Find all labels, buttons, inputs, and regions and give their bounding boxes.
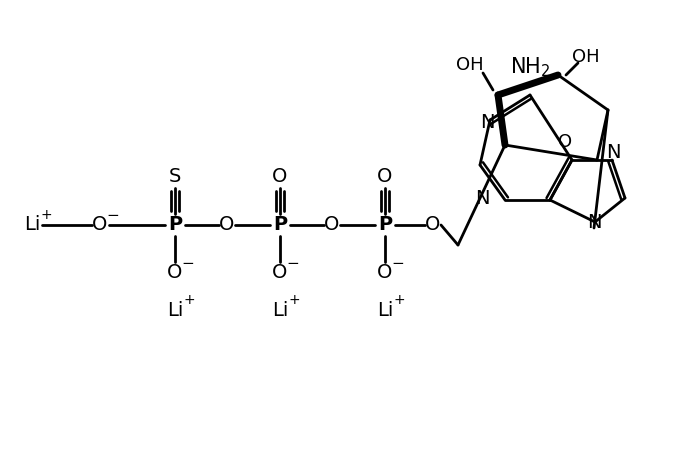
Text: NH$_2$: NH$_2$ [510, 55, 550, 79]
Text: +: + [393, 293, 405, 307]
Text: +: + [40, 208, 52, 222]
Text: O: O [377, 264, 393, 283]
Text: O: O [272, 167, 288, 186]
Text: Li: Li [272, 301, 288, 320]
Text: S: S [169, 167, 181, 186]
Text: O: O [324, 216, 339, 234]
Text: OH: OH [456, 56, 484, 74]
Text: P: P [273, 216, 287, 234]
Text: −: − [181, 256, 194, 270]
Text: Li: Li [24, 216, 40, 234]
Text: N: N [480, 112, 494, 131]
Text: +: + [183, 293, 195, 307]
Text: N: N [587, 212, 601, 231]
Text: O: O [168, 264, 183, 283]
Text: O: O [425, 216, 440, 234]
Text: O: O [272, 264, 288, 283]
Text: P: P [378, 216, 392, 234]
Text: OH: OH [572, 48, 600, 66]
Text: N: N [606, 143, 620, 162]
Text: O: O [377, 167, 393, 186]
Text: +: + [288, 293, 300, 307]
Text: O: O [558, 133, 572, 151]
Text: P: P [168, 216, 182, 234]
Text: Li: Li [167, 301, 183, 320]
Text: O: O [92, 216, 108, 234]
Text: −: − [106, 208, 120, 224]
Text: −: − [286, 256, 300, 270]
Text: N: N [475, 189, 489, 208]
Text: −: − [392, 256, 405, 270]
Text: Li: Li [376, 301, 393, 320]
Text: O: O [219, 216, 235, 234]
